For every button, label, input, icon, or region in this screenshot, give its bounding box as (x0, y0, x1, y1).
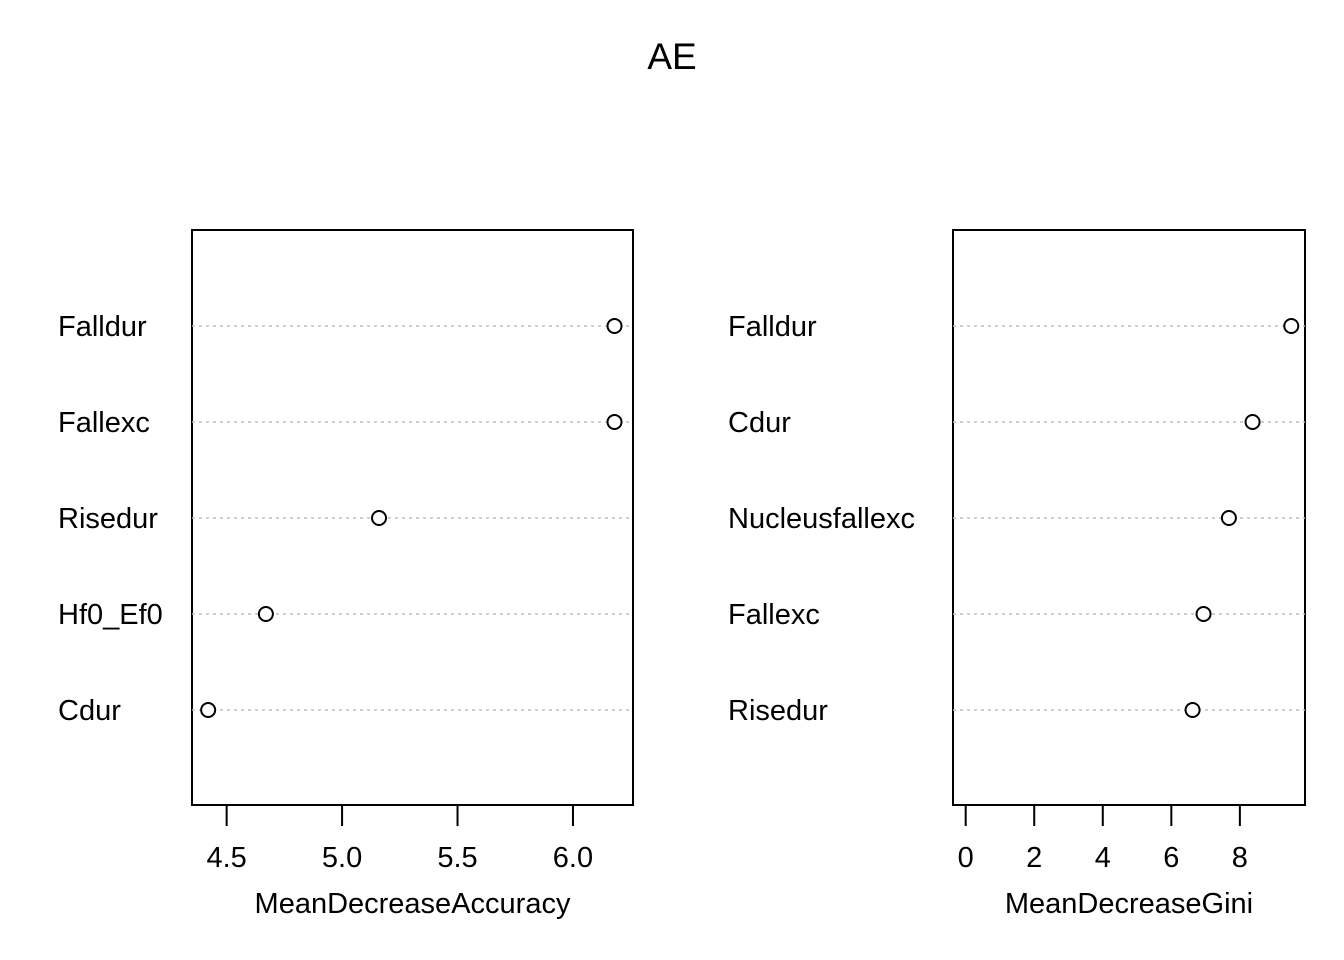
data-point (371, 510, 388, 526)
data-point (1220, 510, 1237, 526)
category-label: Cdur (728, 407, 791, 439)
x-axis: 4.5 5.0 5.5 6.0 (206, 805, 593, 874)
x-tick-label: 0 (958, 842, 974, 874)
data-point (606, 318, 623, 334)
data-point (606, 414, 623, 430)
x-axis-title: MeanDecreaseAccuracy (255, 888, 571, 920)
category-label: Fallexc (728, 599, 820, 631)
x-axis-title: MeanDecreaseGini (1005, 888, 1253, 920)
category-label: Fallexc (58, 407, 150, 439)
category-label: Risedur (58, 503, 158, 535)
category-label: Falldur (58, 311, 147, 343)
x-tick-label: 8 (1232, 842, 1248, 874)
grid-lines (192, 325, 633, 711)
category-label: Cdur (58, 695, 121, 727)
category-label: Hf0_Ef0 (58, 599, 163, 631)
data-point (1184, 702, 1201, 718)
data-point (1195, 606, 1212, 622)
x-tick-label: 6.0 (553, 842, 593, 874)
grid-lines (953, 325, 1305, 711)
data-point (200, 702, 217, 718)
x-tick-label: 2 (1026, 842, 1042, 874)
x-tick-label: 4.5 (206, 842, 246, 874)
figure-title: AE (647, 36, 696, 77)
x-tick-label: 5.0 (322, 842, 362, 874)
data-points (200, 318, 623, 718)
x-axis: 0 2 4 6 8 (958, 805, 1248, 874)
category-labels: Falldur Cdur Nucleusfallexc Fallexc Risedur (728, 311, 915, 727)
panel-mean-decrease-gini: FalldurCdurNucleusfallexcFallexcRisedur … (728, 229, 1306, 920)
category-label: Nucleusfallexc (728, 503, 915, 535)
data-point (257, 606, 274, 622)
panel-mean-decrease-accuracy: Falldur Fallexc Risedur Hf0_Ef0 Cdur 4.5 5.0 5… (58, 229, 634, 920)
data-points (1184, 318, 1300, 718)
plot-frame (191, 229, 634, 806)
x-tick-label: 6 (1163, 842, 1179, 874)
data-point (1283, 318, 1300, 334)
x-tick-label: 4 (1095, 842, 1111, 874)
category-label: Risedur (728, 695, 828, 727)
category-label: Falldur (728, 311, 817, 343)
x-tick-label: 5.5 (437, 842, 477, 874)
data-point (1244, 414, 1261, 430)
category-labels: Falldur Fallexc Risedur Hf0_Ef0 Cdur (58, 311, 163, 727)
